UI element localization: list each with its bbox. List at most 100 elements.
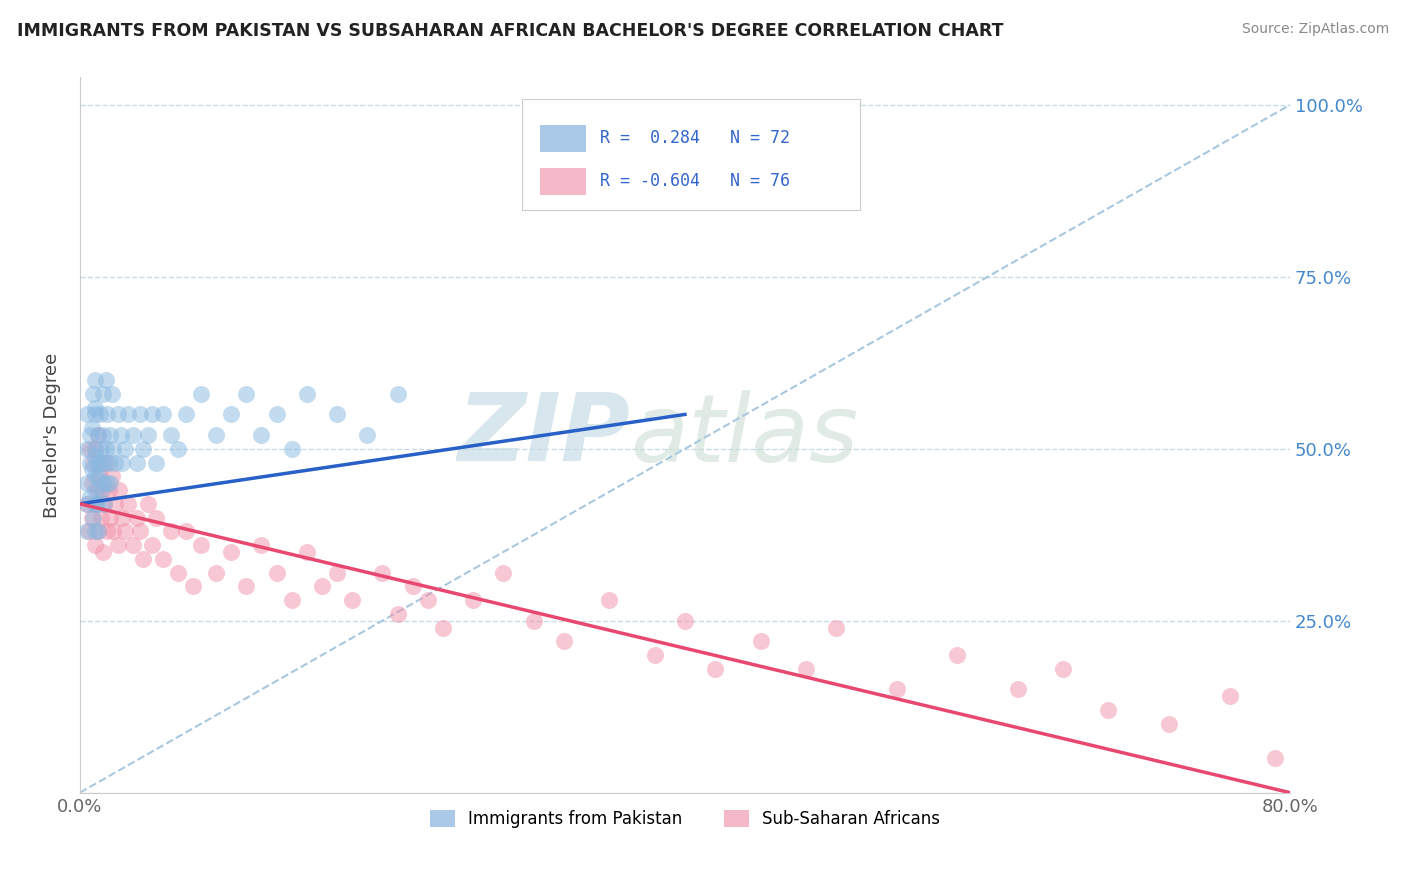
Point (141, 538, 163, 552)
Point (80, 510, 103, 524)
Point (1157, 717, 1180, 731)
Text: R =  0.284   N = 72: R = 0.284 N = 72 (600, 129, 790, 147)
Point (84, 449, 107, 463)
Point (117, 408, 139, 422)
Point (84, 442, 107, 456)
Point (121, 428, 143, 442)
Point (84, 524, 107, 539)
Point (87, 524, 110, 539)
Point (704, 662, 727, 676)
Point (104, 456, 127, 470)
Point (159, 524, 181, 539)
Point (152, 551, 174, 566)
Text: atlas: atlas (630, 390, 859, 481)
Point (76, 476, 98, 491)
Point (76, 497, 98, 511)
Text: Source: ZipAtlas.com: Source: ZipAtlas.com (1241, 22, 1389, 37)
Point (91, 428, 114, 442)
Point (110, 428, 132, 442)
Point (152, 408, 174, 422)
Point (93, 497, 115, 511)
Point (93, 456, 115, 470)
Point (82, 510, 104, 524)
Point (280, 593, 302, 607)
Point (89, 456, 111, 470)
Point (190, 386, 212, 401)
Point (250, 538, 273, 552)
Point (89, 469, 111, 483)
Point (401, 579, 423, 593)
Point (79, 490, 101, 504)
Point (76, 408, 98, 422)
Point (205, 566, 228, 580)
Point (91, 476, 114, 491)
Point (114, 524, 136, 539)
Point (387, 607, 409, 621)
Point (100, 469, 122, 483)
Point (76, 524, 98, 539)
Point (76, 442, 98, 456)
Point (98, 476, 121, 491)
Point (159, 428, 181, 442)
Point (86, 456, 108, 470)
Point (167, 442, 190, 456)
Point (80, 421, 103, 435)
Point (387, 386, 409, 401)
Point (84, 483, 107, 497)
Point (98, 510, 121, 524)
Point (598, 593, 620, 607)
Point (1218, 690, 1240, 704)
Point (235, 579, 257, 593)
Point (89, 408, 111, 422)
Point (132, 442, 155, 456)
Point (76, 497, 98, 511)
Text: IMMIGRANTS FROM PAKISTAN VS SUBSAHARAN AFRICAN BACHELOR'S DEGREE CORRELATION CHA: IMMIGRANTS FROM PAKISTAN VS SUBSAHARAN A… (17, 22, 1004, 40)
Point (84, 538, 107, 552)
Point (79, 456, 101, 470)
Point (111, 510, 134, 524)
Point (93, 497, 115, 511)
Point (94, 373, 117, 387)
Point (101, 524, 124, 539)
Point (117, 497, 139, 511)
Point (97, 456, 120, 470)
Point (84, 497, 107, 511)
Point (136, 428, 159, 442)
Point (1097, 703, 1119, 717)
Point (104, 497, 127, 511)
Point (84, 497, 107, 511)
Point (84, 373, 107, 387)
Point (644, 648, 666, 662)
Point (94, 442, 117, 456)
Point (311, 579, 333, 593)
Point (90, 510, 112, 524)
Point (129, 524, 152, 539)
Point (174, 408, 197, 422)
Point (946, 648, 969, 662)
Point (266, 566, 288, 580)
Point (84, 442, 107, 456)
Point (108, 483, 131, 497)
Point (132, 551, 155, 566)
Point (553, 634, 575, 648)
Point (98, 428, 121, 442)
Point (340, 593, 363, 607)
Point (82, 456, 104, 470)
Point (523, 614, 546, 628)
Point (96, 476, 118, 491)
Point (107, 538, 129, 552)
Bar (540, 168, 586, 194)
Point (79, 442, 101, 456)
Point (127, 456, 149, 470)
Point (79, 428, 101, 442)
Point (87, 469, 110, 483)
Point (280, 442, 302, 456)
Point (673, 614, 696, 628)
Point (266, 408, 288, 422)
Point (114, 442, 136, 456)
Point (77, 524, 100, 539)
Point (97, 483, 120, 497)
Point (174, 524, 197, 539)
Point (91, 386, 114, 401)
Bar (522, 99, 860, 210)
